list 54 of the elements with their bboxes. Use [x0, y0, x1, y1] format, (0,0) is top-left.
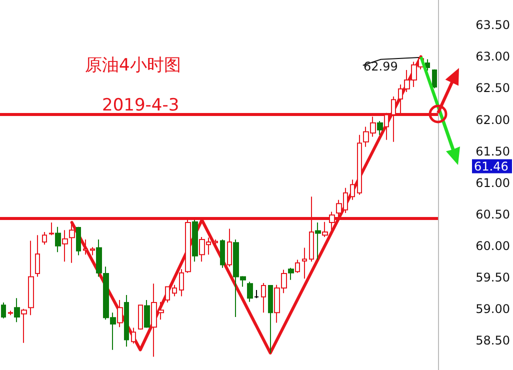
candlestick — [220, 239, 225, 268]
candlestick — [288, 267, 294, 280]
candlestick — [90, 246, 95, 256]
candlestick — [179, 268, 184, 297]
candlestick — [432, 68, 437, 89]
candlestick — [247, 281, 253, 302]
candlestick — [21, 308, 27, 344]
candlestick — [322, 221, 328, 238]
annotation: 62.99 — [364, 59, 398, 74]
candlestick — [14, 298, 20, 323]
candlestick — [28, 240, 34, 316]
text: 61.46 — [474, 159, 508, 174]
y-tick-label: 63.50 — [476, 18, 510, 32]
y-tick-label: 58.50 — [476, 333, 510, 348]
y-tick-label: 61.00 — [476, 176, 510, 190]
y-tick-label: 61.50 — [476, 144, 510, 158]
candlestick — [144, 300, 150, 328]
candlestick — [83, 239, 88, 256]
candlestick — [42, 231, 47, 246]
candlestick — [138, 304, 143, 330]
y-tick-label: 63.00 — [476, 50, 510, 64]
candlestick — [295, 259, 300, 274]
y-tick-label: 62.00 — [476, 112, 510, 127]
candlestick — [315, 222, 321, 260]
candlestick — [425, 58, 430, 72]
y-tick-label: 60.50 — [476, 207, 510, 222]
candlestick — [377, 120, 383, 136]
candlestick — [49, 222, 54, 236]
candlestick — [35, 234, 40, 278]
y-tick-label: 62.50 — [476, 81, 510, 96]
candlestick — [131, 327, 136, 344]
candlestick — [55, 226, 61, 253]
candlestick — [213, 239, 218, 246]
text: 2019-4-3 — [102, 96, 180, 116]
candlestick — [227, 228, 232, 268]
candlestick — [117, 300, 123, 328]
candlestick — [8, 310, 13, 316]
candlestick — [62, 230, 68, 262]
candlestick — [124, 294, 129, 348]
candlestick — [261, 282, 266, 314]
candlestick — [1, 302, 6, 319]
candlestick — [254, 289, 259, 299]
candlestick — [76, 226, 81, 256]
candlestick — [357, 134, 362, 196]
y-tick-label: 60.00 — [476, 238, 510, 253]
candlestick — [302, 247, 307, 280]
text: 原油4小时图 — [85, 56, 181, 76]
candlestick — [350, 179, 355, 200]
y-tick-label: 59.50 — [476, 270, 510, 284]
candlestick — [172, 284, 177, 297]
candlestick — [165, 286, 170, 304]
candlestick — [192, 219, 198, 262]
y-tick-label: 59.00 — [476, 302, 510, 316]
candlestick — [268, 285, 273, 354]
